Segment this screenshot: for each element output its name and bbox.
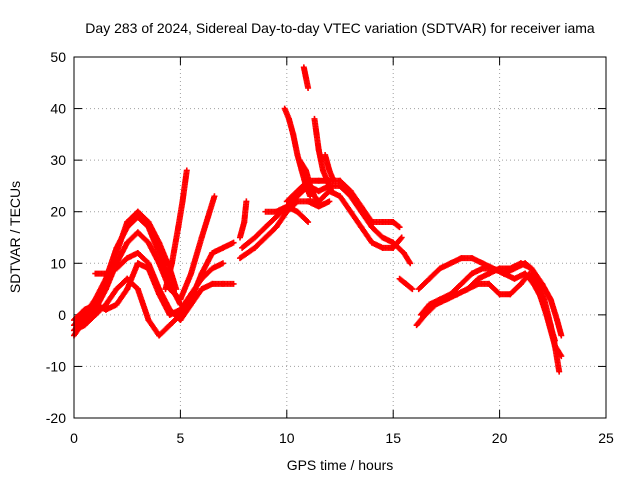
y-tick-label: 30 bbox=[50, 152, 66, 168]
data-point-marker bbox=[304, 217, 311, 224]
y-tick-label: 20 bbox=[50, 204, 66, 220]
data-point-marker bbox=[409, 286, 416, 293]
data-point-marker bbox=[315, 198, 322, 205]
series-track-6 bbox=[92, 249, 237, 324]
series-track-19 bbox=[322, 151, 337, 184]
x-tick-label: 0 bbox=[70, 430, 78, 446]
data-point-marker bbox=[243, 198, 250, 205]
axis-ticks: 0 5 10 15 20 25 -20 -10 0 10 20 30 40 50 bbox=[46, 49, 614, 446]
y-tick-label: 50 bbox=[50, 49, 66, 65]
data-point-marker bbox=[328, 188, 335, 195]
series-track-13 bbox=[283, 177, 403, 231]
y-tick-label: -10 bbox=[46, 358, 66, 374]
data-point-marker bbox=[558, 353, 565, 360]
series-track-17 bbox=[300, 64, 312, 91]
data-point-marker bbox=[326, 198, 333, 205]
series-track-5 bbox=[71, 260, 226, 324]
data-point-marker bbox=[558, 332, 565, 339]
data-point-marker bbox=[219, 260, 226, 267]
data-point-marker bbox=[211, 193, 218, 200]
series-track-20 bbox=[396, 275, 416, 293]
data-point-marker bbox=[314, 197, 321, 204]
data-point-marker bbox=[305, 219, 312, 226]
y-tick-label: 40 bbox=[50, 101, 66, 117]
data-point-marker bbox=[183, 167, 190, 174]
x-tick-label: 15 bbox=[385, 430, 401, 446]
data-point-marker bbox=[395, 223, 402, 230]
data-point-marker bbox=[556, 368, 563, 375]
y-axis-label: SDTVAR / TECUs bbox=[7, 181, 23, 293]
y-tick-label: 0 bbox=[58, 307, 66, 323]
x-tick-label: 10 bbox=[279, 430, 295, 446]
x-axis-label: GPS time / hours bbox=[287, 457, 394, 473]
data-points bbox=[71, 64, 565, 375]
data-point-marker bbox=[407, 260, 414, 267]
series-track-9 bbox=[236, 198, 250, 241]
series-track-24 bbox=[443, 260, 565, 339]
data-point-marker bbox=[330, 177, 337, 184]
data-point-marker bbox=[397, 235, 404, 242]
series-track-7 bbox=[162, 167, 190, 293]
x-tick-label: 25 bbox=[598, 430, 614, 446]
series-track-18 bbox=[311, 115, 335, 195]
series-track-16 bbox=[296, 157, 322, 205]
y-tick-label: -20 bbox=[46, 410, 66, 426]
x-tick-label: 20 bbox=[492, 430, 508, 446]
data-point-marker bbox=[408, 285, 415, 292]
data-point-marker bbox=[230, 239, 237, 246]
data-point-marker bbox=[398, 234, 405, 241]
chart-title: Day 283 of 2024, Sidereal Day-to-day VTE… bbox=[85, 20, 595, 36]
y-tick-label: 10 bbox=[50, 255, 66, 271]
data-point-marker bbox=[305, 84, 312, 91]
plot-frame bbox=[73, 56, 607, 419]
series-track-8 bbox=[177, 193, 218, 303]
x-tick-label: 5 bbox=[177, 430, 185, 446]
data-point-marker bbox=[230, 280, 237, 287]
data-point-marker bbox=[396, 224, 403, 231]
